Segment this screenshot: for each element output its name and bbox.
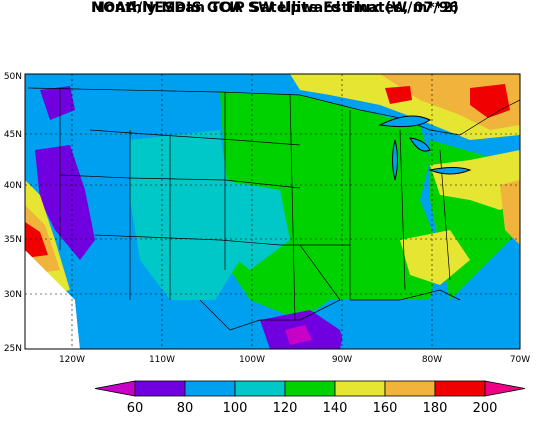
colorbar-label: 140 [323, 401, 348, 416]
colorbar-label: 180 [423, 401, 448, 416]
region-quebec-max [470, 84, 510, 118]
flux-field [25, 74, 520, 349]
colorbar-segment [384, 380, 436, 397]
map-title-line-2: NOAA/NESDIS GCIP Satellite Estimates, 07… [91, 0, 459, 16]
lon-label: 120W [59, 355, 85, 365]
region-mexico [75, 300, 230, 349]
region-gulf-east [340, 300, 460, 349]
region-central-plains [220, 180, 290, 270]
region-rocky-mountains [130, 130, 240, 300]
region-atlantic [460, 250, 520, 349]
region-no-data-ocean [25, 250, 80, 349]
lon-label: 80W [422, 355, 442, 365]
region-great-plains [220, 92, 440, 320]
colorbar-segment [284, 380, 336, 397]
lon-label: 90W [332, 355, 352, 365]
region-gulf-min [285, 325, 312, 345]
colorbar-high-arrow [484, 380, 526, 397]
lat-label: 25N [4, 344, 22, 354]
lon-label: 70W [510, 355, 530, 365]
lat-label: 30N [4, 290, 22, 300]
colorbar-segment [234, 380, 286, 397]
colorbar-segment [134, 380, 186, 397]
region-southeast [400, 230, 470, 285]
region-ontario-max [385, 86, 412, 104]
colorbar-segment [334, 380, 386, 397]
map-frame [24, 73, 521, 350]
graticule [25, 74, 520, 349]
region-northeast [430, 150, 520, 210]
lon-label: 110W [149, 355, 175, 365]
region-great-basin [35, 145, 95, 260]
map-title-line-1: Monthly Mean TOA SW Upward Flux (W/m**2) [90, 0, 459, 16]
great-lakes [378, 115, 472, 181]
colorbar-label: 100 [223, 401, 248, 416]
region-coast-max [25, 222, 48, 258]
region-cascades [40, 86, 75, 120]
lat-label: 50N [4, 72, 22, 82]
longitude-labels: 120W 110W 100W 90W 80W 70W [59, 355, 530, 365]
colorbar-label: 60 [127, 401, 144, 416]
colorbar-segment [434, 380, 486, 397]
colorbar-label: 120 [273, 401, 298, 416]
colorbar-label: 80 [177, 401, 194, 416]
colorbar-label: 160 [373, 401, 398, 416]
lon-label: 100W [239, 355, 265, 365]
region-new-england-coast [500, 180, 520, 245]
lat-label: 45N [4, 130, 22, 140]
colorbar: 60 80 100 120 140 160 180 200 [94, 380, 526, 416]
colorbar-low-arrow [94, 380, 136, 397]
lat-label: 35N [4, 235, 22, 245]
colorbar-label: 200 [473, 401, 498, 416]
lat-label: 40N [4, 181, 22, 191]
colorbar-segment [184, 380, 236, 397]
latitude-labels: 50N 45N 40N 35N 30N 25N [4, 72, 22, 354]
